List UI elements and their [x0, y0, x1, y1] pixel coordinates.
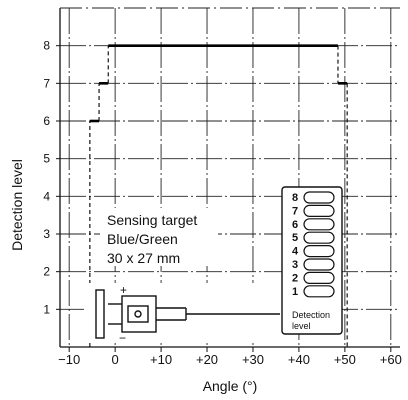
indicator-lamp-icon — [303, 204, 335, 217]
indicator-level-number: 7 — [292, 205, 298, 217]
indicator-lamp-icon — [303, 271, 335, 284]
indicator-level-number: 8 — [292, 192, 298, 204]
y-tick-label: 3 — [43, 227, 50, 241]
indicator-lamp-icon — [303, 191, 335, 204]
axes-frame — [59, 7, 400, 348]
x-tick-label: +20 — [196, 352, 218, 367]
indicator-lamp-icon — [303, 258, 335, 271]
y-tick-label: 5 — [43, 152, 50, 166]
y-axis-label: Detection level — [9, 159, 25, 251]
plus-label: + — [120, 283, 127, 297]
y-tick-label: 4 — [43, 189, 50, 203]
y-tick-label: 2 — [43, 265, 50, 279]
indicator-level-number: 2 — [292, 272, 298, 284]
sensor-body-icon — [121, 295, 157, 333]
sensor-target-diagram: + − — [84, 283, 286, 345]
x-tick-label: +50 — [334, 352, 356, 367]
indicator-level-number: 3 — [292, 259, 298, 271]
x-tick-label: +30 — [242, 352, 264, 367]
sensing-target-annotation: Sensing target Blue/Green 30 x 27 mm — [100, 208, 218, 266]
x-tick-label: +40 — [288, 352, 310, 367]
x-axis-label: Angle (°) — [203, 378, 258, 394]
annotation-line-3: 30 x 27 mm — [107, 250, 180, 266]
target-plate-icon — [95, 289, 105, 339]
indicator-caption-line-1: Detection — [292, 310, 330, 320]
x-tick-label: +60 — [380, 352, 402, 367]
y-tick-label: 6 — [43, 114, 50, 128]
sensor-lens-icon — [127, 305, 149, 323]
indicator-level-number: 1 — [292, 286, 298, 298]
y-tick-label: 8 — [43, 39, 50, 53]
indicator-lamp-icon — [303, 285, 335, 298]
indicator-lamp-icon — [303, 231, 335, 244]
minus-label: − — [119, 331, 126, 345]
detection-level-indicator: Detection level 87 65 432 1 — [281, 186, 343, 335]
y-tick-label: 1 — [43, 302, 50, 316]
x-tick-label: −10 — [58, 352, 80, 367]
indicator-level-number: 5 — [292, 232, 298, 244]
indicator-lamp-icon — [303, 245, 335, 258]
indicator-level-number: 6 — [292, 219, 298, 231]
x-tick-label: +10 — [150, 352, 172, 367]
indicator-lamp-icon — [303, 218, 335, 231]
indicator-caption-line-2: level — [292, 321, 311, 331]
annotation-line-1: Sensing target — [107, 212, 197, 228]
x-tick-label: 0 — [112, 352, 119, 367]
indicator-level-number: 4 — [292, 246, 299, 258]
annotation-line-2: Blue/Green — [107, 231, 178, 247]
y-tick-label: 7 — [43, 76, 50, 90]
